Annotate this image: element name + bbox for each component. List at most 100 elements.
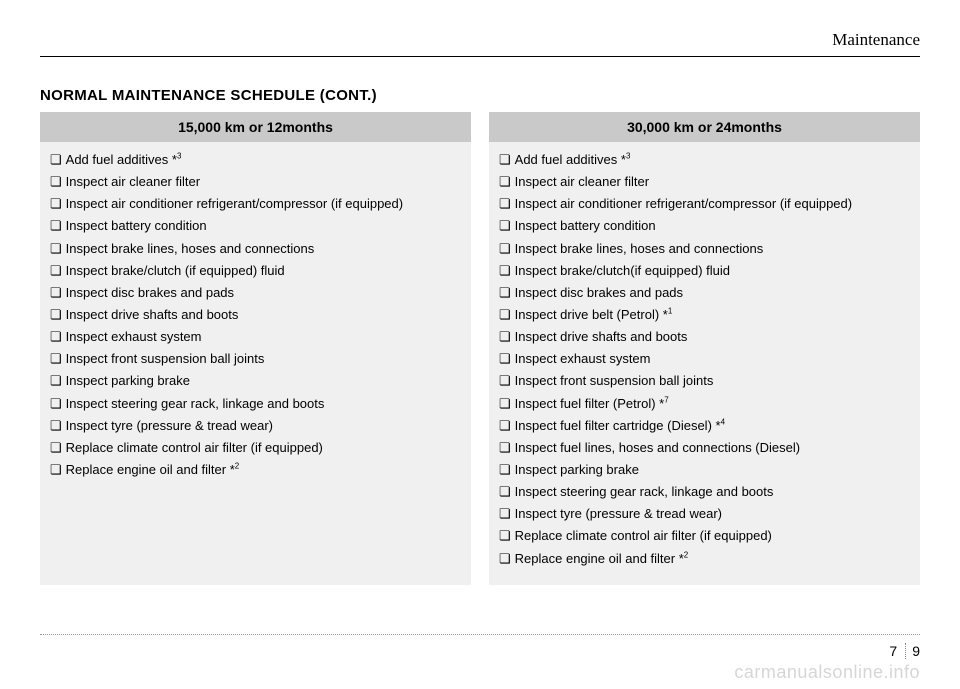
bullet-icon: ❏ [50, 371, 62, 391]
bullet-icon: ❏ [499, 150, 511, 170]
bullet-icon: ❏ [499, 371, 511, 391]
footnote-ref: 3 [177, 152, 181, 161]
bullet-icon: ❏ [499, 482, 511, 502]
list-item: ❏Replace engine oil and filter *2 [499, 549, 910, 569]
bullet-icon: ❏ [499, 416, 511, 436]
list-item: ❏Inspect brake/clutch (if equipped) flui… [50, 261, 461, 281]
list-item: ❏Inspect tyre (pressure & tread wear) [50, 416, 461, 436]
bullet-icon: ❏ [50, 305, 62, 325]
list-item: ❏Inspect drive belt (Petrol) *1 [499, 305, 910, 325]
list-item-text: Replace engine oil and filter *2 [515, 549, 689, 569]
chapter-number: 7 [889, 643, 906, 659]
list-item-text: Inspect parking brake [66, 371, 190, 391]
bullet-icon: ❏ [50, 216, 62, 236]
list-item: ❏Inspect parking brake [50, 371, 461, 391]
list-item: ❏Inspect fuel lines, hoses and connectio… [499, 438, 910, 458]
list-item: ❏Inspect steering gear rack, linkage and… [499, 482, 910, 502]
bullet-icon: ❏ [499, 504, 511, 524]
columns: 15,000 km or 12months ❏Add fuel additive… [40, 112, 920, 585]
list-item-text: Inspect drive shafts and boots [66, 305, 239, 325]
list-item: ❏Inspect brake lines, hoses and connecti… [499, 239, 910, 259]
list-item-text: Replace engine oil and filter *2 [66, 460, 240, 480]
bullet-icon: ❏ [499, 327, 511, 347]
list-item: ❏Inspect air cleaner filter [50, 172, 461, 192]
list-item: ❏Inspect front suspension ball joints [499, 371, 910, 391]
list-item-text: Inspect steering gear rack, linkage and … [515, 482, 774, 502]
footnote-ref: 4 [721, 417, 725, 426]
list-item-text: Inspect drive belt (Petrol) *1 [515, 305, 673, 325]
list-item-text: Inspect air cleaner filter [66, 172, 200, 192]
list-item: ❏Inspect parking brake [499, 460, 910, 480]
bullet-icon: ❏ [499, 216, 511, 236]
list-item-text: Inspect tyre (pressure & tread wear) [66, 416, 273, 436]
watermark: carmanualsonline.info [734, 662, 920, 683]
list-item-text: Inspect front suspension ball joints [66, 349, 265, 369]
list-item: ❏Inspect air cleaner filter [499, 172, 910, 192]
list-item: ❏Add fuel additives *3 [50, 150, 461, 170]
list-item: ❏Inspect brake lines, hoses and connecti… [50, 239, 461, 259]
bullet-icon: ❏ [499, 283, 511, 303]
list-item: ❏Inspect air conditioner refrigerant/com… [499, 194, 910, 214]
bullet-icon: ❏ [50, 283, 62, 303]
list-item: ❏Replace climate control air filter (if … [499, 526, 910, 546]
bullet-icon: ❏ [499, 239, 511, 259]
list-item-text: Inspect drive shafts and boots [515, 327, 688, 347]
bullet-icon: ❏ [499, 460, 511, 480]
list-item-text: Inspect air conditioner refrigerant/comp… [66, 194, 403, 214]
list-item: ❏Inspect drive shafts and boots [499, 327, 910, 347]
list-item-text: Replace climate control air filter (if e… [66, 438, 323, 458]
bullet-icon: ❏ [499, 194, 511, 214]
list-item-text: Add fuel additives *3 [515, 150, 631, 170]
bullet-icon: ❏ [50, 239, 62, 259]
list-item: ❏Inspect battery condition [499, 216, 910, 236]
list-item: ❏Replace engine oil and filter *2 [50, 460, 461, 480]
list-item: ❏Inspect air conditioner refrigerant/com… [50, 194, 461, 214]
page-title: NORMAL MAINTENANCE SCHEDULE (CONT.) [40, 87, 920, 104]
list-item-text: Inspect brake lines, hoses and connectio… [515, 239, 764, 259]
list-item: ❏Inspect front suspension ball joints [50, 349, 461, 369]
list-item-text: Inspect parking brake [515, 460, 639, 480]
bullet-icon: ❏ [50, 150, 62, 170]
bullet-icon: ❏ [50, 327, 62, 347]
list-item: ❏Inspect battery condition [50, 216, 461, 236]
list-item-text: Inspect fuel filter cartridge (Diesel) *… [515, 416, 725, 436]
footer-divider [40, 634, 920, 635]
list-item: ❏Inspect steering gear rack, linkage and… [50, 394, 461, 414]
list-item: ❏Inspect fuel filter cartridge (Diesel) … [499, 416, 910, 436]
bullet-icon: ❏ [499, 438, 511, 458]
bullet-icon: ❏ [50, 416, 62, 436]
list-item-text: Inspect steering gear rack, linkage and … [66, 394, 325, 414]
bullet-icon: ❏ [50, 438, 62, 458]
bullet-icon: ❏ [499, 349, 511, 369]
bullet-icon: ❏ [50, 261, 62, 281]
list-item-text: Replace climate control air filter (if e… [515, 526, 772, 546]
bullet-icon: ❏ [499, 394, 511, 414]
bullet-icon: ❏ [499, 549, 511, 569]
list-item-text: Inspect tyre (pressure & tread wear) [515, 504, 722, 524]
list-item: ❏Add fuel additives *3 [499, 150, 910, 170]
footnote-ref: 2 [684, 550, 688, 559]
list-item-text: Inspect battery condition [515, 216, 656, 236]
bullet-icon: ❏ [499, 261, 511, 281]
list-item-text: Inspect exhaust system [66, 327, 202, 347]
bullet-icon: ❏ [50, 460, 62, 480]
bullet-icon: ❏ [50, 172, 62, 192]
right-column: 30,000 km or 24months ❏Add fuel additive… [489, 112, 920, 585]
list-item-text: Inspect air conditioner refrigerant/comp… [515, 194, 852, 214]
list-item: ❏Inspect fuel filter (Petrol) *7 [499, 394, 910, 414]
bullet-icon: ❏ [499, 305, 511, 325]
list-item: ❏Inspect disc brakes and pads [499, 283, 910, 303]
list-item-text: Inspect disc brakes and pads [66, 283, 234, 303]
left-col-header: 15,000 km or 12months [40, 112, 471, 142]
list-item-text: Inspect battery condition [66, 216, 207, 236]
bullet-icon: ❏ [50, 349, 62, 369]
list-item-text: Inspect fuel lines, hoses and connection… [515, 438, 800, 458]
list-item-text: Inspect brake lines, hoses and connectio… [66, 239, 315, 259]
right-col-header: 30,000 km or 24months [489, 112, 920, 142]
left-col-body: ❏Add fuel additives *3❏Inspect air clean… [40, 142, 471, 486]
list-item: ❏Inspect drive shafts and boots [50, 305, 461, 325]
bullet-icon: ❏ [50, 194, 62, 214]
left-column: 15,000 km or 12months ❏Add fuel additive… [40, 112, 471, 585]
list-item: ❏Replace climate control air filter (if … [50, 438, 461, 458]
list-item: ❏Inspect exhaust system [50, 327, 461, 347]
